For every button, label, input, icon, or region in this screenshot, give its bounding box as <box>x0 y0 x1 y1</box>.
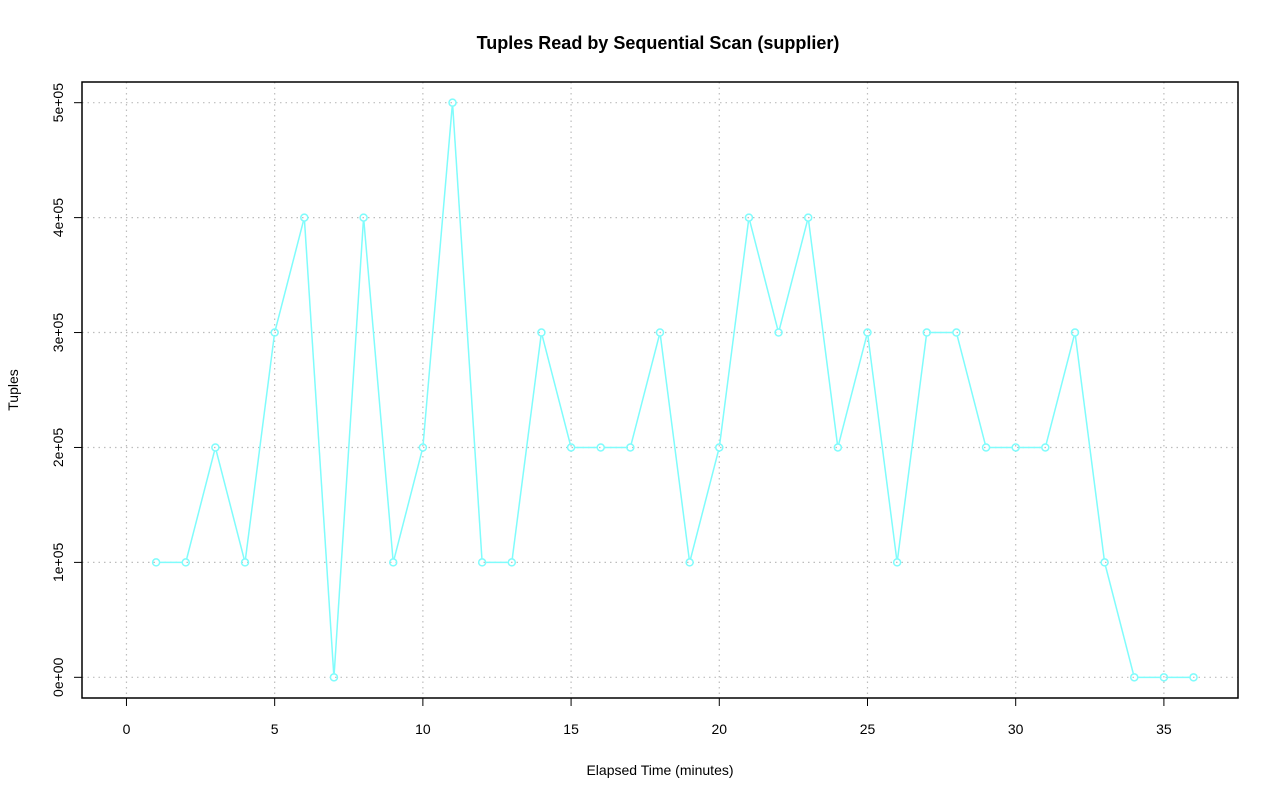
plot-frame <box>81 81 1239 699</box>
data-point <box>715 443 724 452</box>
series-line-segment <box>333 221 365 674</box>
data-point <box>833 443 843 452</box>
x-axis-label: Elapsed Time (minutes) <box>586 762 733 778</box>
data-point <box>151 558 161 567</box>
x-tick-label: 15 <box>563 721 579 737</box>
series-line-segment <box>630 336 660 444</box>
series-line-segment <box>719 221 750 444</box>
data-point <box>329 673 339 682</box>
data-point <box>507 558 517 567</box>
series-line-segment <box>541 336 571 444</box>
series-line-segment <box>511 336 542 559</box>
data-point <box>1070 328 1080 337</box>
data-point <box>744 213 754 222</box>
series-line-segment <box>778 221 808 329</box>
series-line-segment <box>215 451 245 559</box>
data-point <box>270 328 279 337</box>
x-tick-label: 10 <box>415 721 431 737</box>
series-line-segment <box>1104 566 1134 674</box>
series-line-segment <box>303 221 335 674</box>
series-line-segment <box>689 451 720 559</box>
data-point <box>863 328 872 337</box>
data-point <box>418 443 428 452</box>
x-tick-label: 5 <box>271 721 279 737</box>
series-line-segment <box>659 336 690 559</box>
data-point <box>626 443 635 452</box>
series-line-segment <box>393 451 423 559</box>
y-tick-label: 3e+05 <box>50 313 66 353</box>
series-line-segment <box>749 221 779 329</box>
x-tick-label: 35 <box>1156 721 1172 737</box>
data-point <box>596 443 605 452</box>
data-point <box>388 558 398 567</box>
series-line-segment <box>807 221 839 444</box>
series-line-segment <box>867 336 898 559</box>
series-line-segment <box>186 451 216 559</box>
series-line-segment <box>896 336 928 559</box>
data-point <box>803 213 813 222</box>
series-line-segment <box>274 221 305 329</box>
data-point <box>537 328 546 337</box>
series-line-segment <box>1074 336 1105 559</box>
series-line-segment <box>1045 336 1075 444</box>
chart-title: Tuples Read by Sequential Scan (supplier… <box>477 33 840 53</box>
series-line-segment <box>956 336 986 444</box>
data-point <box>1011 443 1020 452</box>
series-line-segment <box>838 336 868 444</box>
y-axis: 0e+00 1e+05 2e+05 3e+05 4e+05 5e+05 <box>50 83 83 697</box>
data-point <box>240 558 250 567</box>
plot-series <box>151 98 1198 682</box>
data-point <box>892 558 902 567</box>
x-tick-label: 30 <box>1008 721 1024 737</box>
data-point <box>1100 558 1109 567</box>
data-point <box>300 213 309 222</box>
data-point <box>477 558 487 567</box>
data-point <box>359 213 368 222</box>
data-point <box>1159 673 1169 682</box>
series-line-segment <box>422 106 453 444</box>
data-point <box>1130 673 1139 682</box>
data-point <box>211 443 220 452</box>
x-tick-label: 20 <box>711 721 727 737</box>
data-point <box>1041 443 1050 452</box>
data-point <box>952 328 961 337</box>
y-tick-label: 2e+05 <box>50 428 66 468</box>
x-axis: 0 5 10 15 20 25 30 35 <box>123 697 1172 737</box>
data-point <box>566 443 576 452</box>
data-point <box>922 328 932 337</box>
x-tick-label: 25 <box>860 721 876 737</box>
series-line-segment <box>452 106 483 559</box>
series-line-segment <box>363 221 394 559</box>
data-point <box>1189 673 1198 682</box>
data-point <box>655 328 665 337</box>
series-line-segment <box>244 336 275 559</box>
data-point <box>685 558 694 567</box>
data-point <box>181 558 190 567</box>
x-tick-label: 0 <box>123 721 131 737</box>
y-tick-label: 0e+00 <box>50 657 66 697</box>
y-tick-label: 4e+05 <box>50 198 66 238</box>
grid <box>82 82 1238 698</box>
y-tick-label: 1e+05 <box>50 543 66 583</box>
data-point <box>981 443 991 452</box>
y-axis-label: Tuples <box>5 369 21 411</box>
y-tick-label: 5e+05 <box>50 83 66 123</box>
data-point <box>774 328 783 337</box>
data-point <box>448 98 457 107</box>
